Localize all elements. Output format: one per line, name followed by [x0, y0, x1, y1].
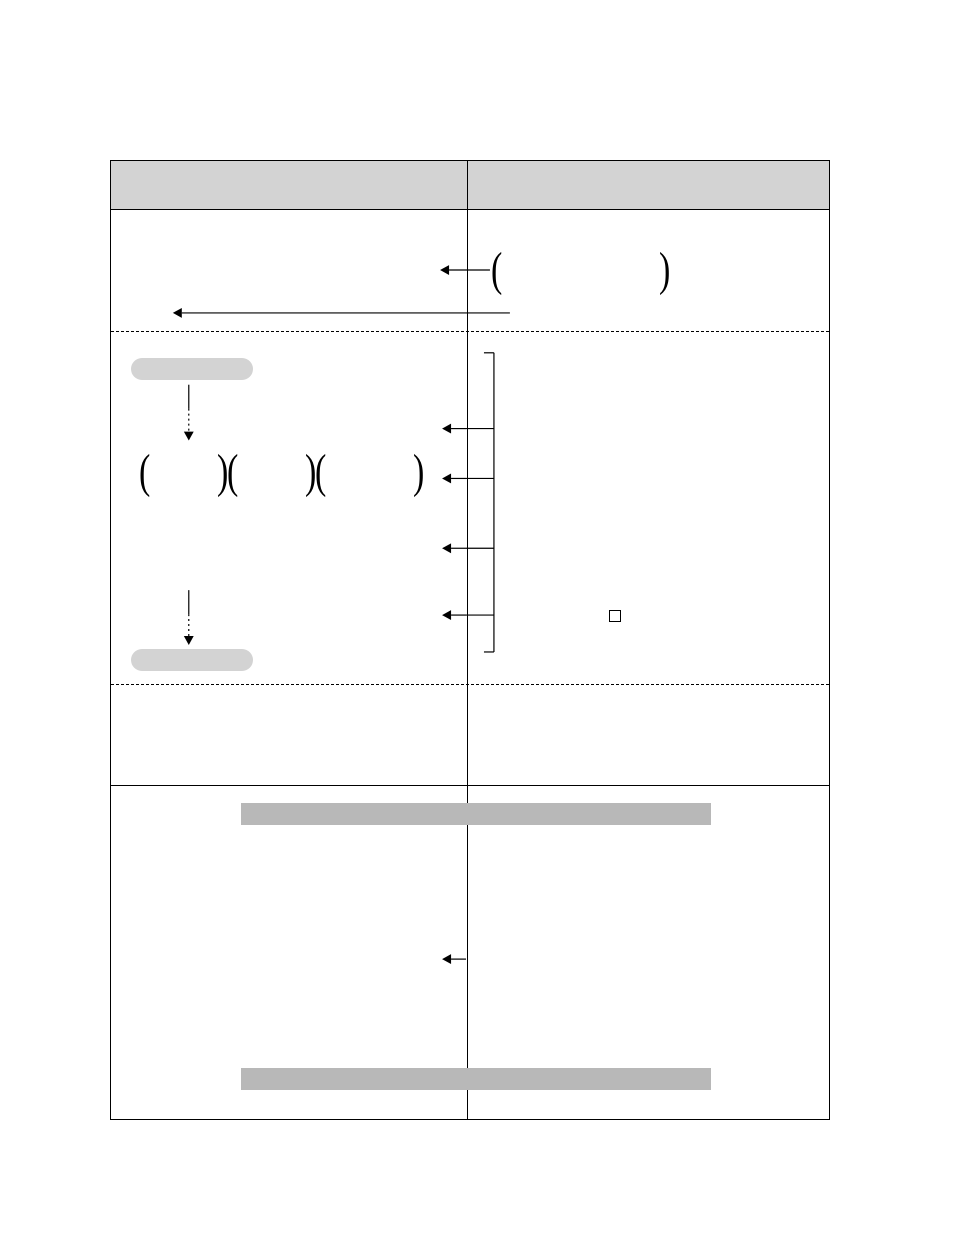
diagram-lines	[111, 161, 829, 1119]
table-frame: ()()()()	[110, 160, 830, 1120]
